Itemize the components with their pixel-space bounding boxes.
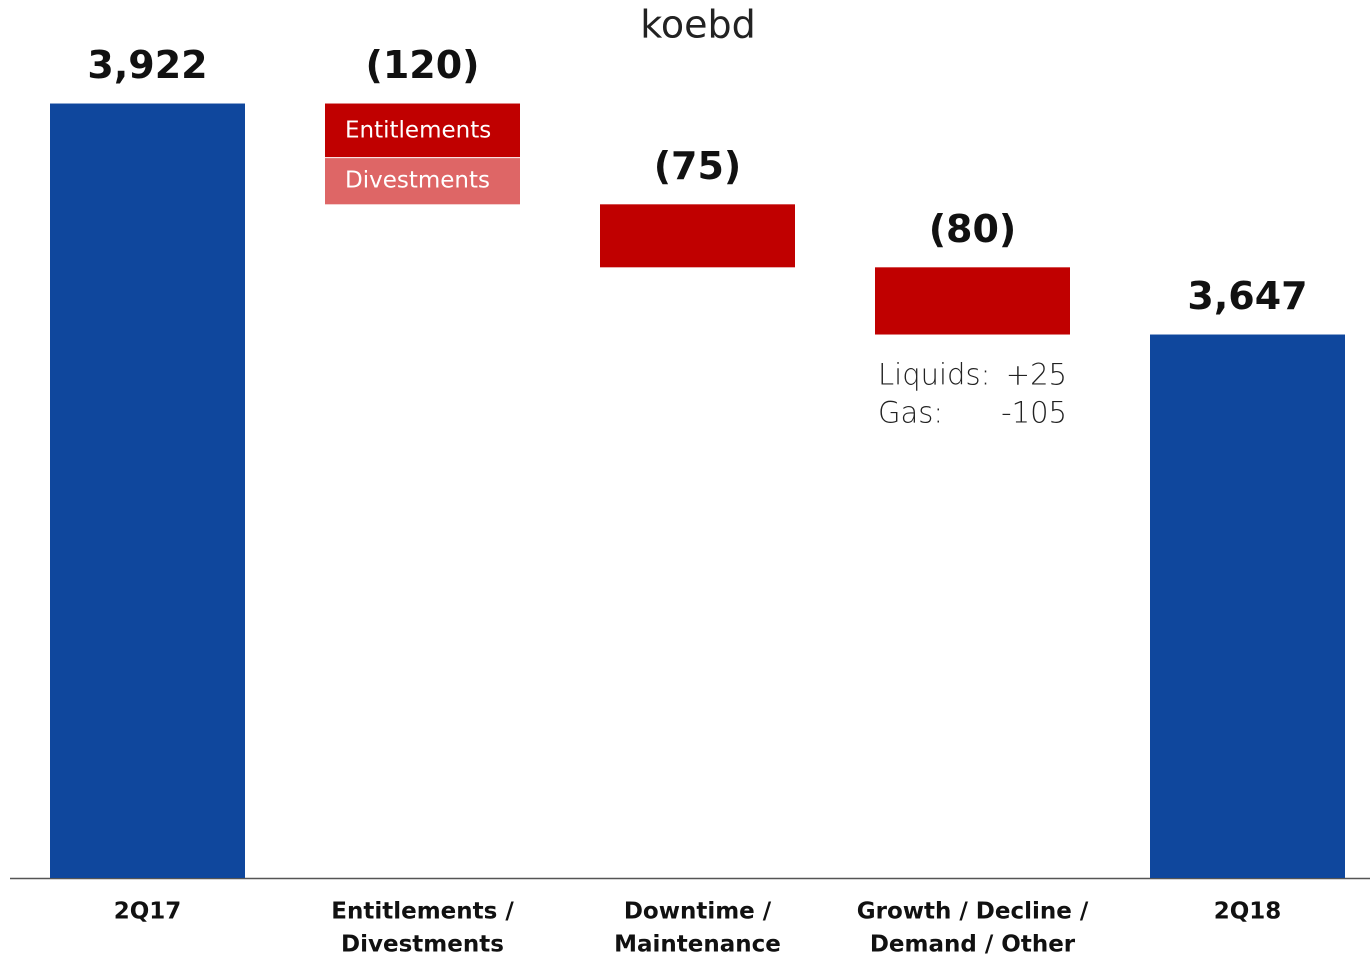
- value-label: (80): [929, 207, 1017, 251]
- x-tick-label: 2Q18: [1214, 899, 1282, 925]
- bar: [50, 103, 245, 878]
- annotation-label: Gas:: [878, 396, 943, 430]
- segment-label: Divestments: [345, 168, 490, 194]
- bar: [875, 267, 1070, 335]
- bar: [1150, 334, 1345, 878]
- value-label: (75): [654, 144, 742, 188]
- bar-segment: [325, 103, 520, 158]
- x-tick-label: Maintenance: [614, 932, 781, 957]
- value-label: 3,922: [87, 43, 207, 87]
- annotation-value: -105: [1001, 396, 1067, 430]
- x-tick-label: Demand / Other: [870, 932, 1076, 957]
- x-tick-label: Divestments: [341, 932, 504, 957]
- value-label: (120): [365, 43, 479, 87]
- bar: [600, 204, 795, 268]
- x-tick-label: 2Q17: [114, 899, 182, 925]
- annotation-value: +25: [1006, 358, 1067, 392]
- chart-title: koebd: [640, 3, 756, 47]
- annotation-label: Liquids:: [878, 358, 990, 392]
- x-tick-label: Entitlements /: [331, 899, 514, 925]
- x-tick-label: Downtime /: [624, 899, 772, 925]
- segment-label: Entitlements: [345, 117, 491, 143]
- bar-segment: [325, 158, 520, 205]
- x-tick-label: Growth / Decline /: [857, 899, 1089, 925]
- value-label: 3,647: [1187, 274, 1307, 318]
